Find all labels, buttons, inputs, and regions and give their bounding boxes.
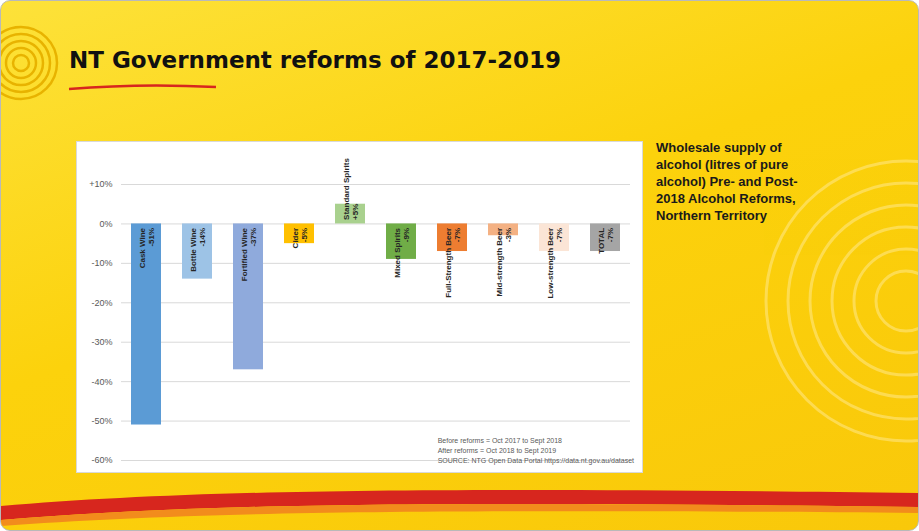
html-text:Before reforms = Oct 2017 to S: Before reforms = Oct 2017 to Sept 2018 (437, 437, 562, 444)
svg-text:-30%: -30% (91, 337, 112, 347)
svg-text:0%: 0% (99, 219, 112, 229)
html-text:Wholesale supply of alcohol (l: Wholesale supply of alcohol (litres of p… (656, 140, 798, 223)
html-text:After reforms = Oct 2018 to Se: After reforms = Oct 2018 to Sept 2019 (437, 447, 557, 454)
svg-text:TOTAL-7%: TOTAL-7% (597, 228, 615, 254)
svg-text:-60%: -60% (91, 455, 112, 465)
svg-text:Fortified Wine-37%: Fortified Wine-37% (240, 227, 258, 281)
svg-text:Full-Strength Beer-7%: Full-Strength Beer-7% (444, 228, 462, 298)
html-text:SOURCE: NTG Open Data Portal h: SOURCE: NTG Open Data Portal https://dat… (437, 457, 634, 464)
svg-text:Cask Wine-51%: Cask Wine-51% (138, 227, 156, 268)
svg-text:-20%: -20% (91, 298, 112, 308)
svg-text:-40%: -40% (91, 377, 112, 387)
html-text:NT Government reforms of 2017-: NT Government reforms of 2017-2019 (69, 47, 561, 73)
svg-text:-10%: -10% (91, 258, 112, 268)
svg-text:Low-strength Beer-7%: Low-strength Beer-7% (546, 228, 564, 299)
svg-text:+10%: +10% (89, 179, 112, 189)
svg-text:Cider-5%: Cider-5% (291, 228, 309, 248)
svg-text:-50%: -50% (91, 416, 112, 426)
svg-text:Bottle Wine-14%: Bottle Wine-14% (189, 227, 207, 271)
svg-text:Mixed Spirits-9%: Mixed Spirits-9% (393, 227, 411, 277)
svg-text:Mid-strength Beer-3%: Mid-strength Beer-3% (495, 228, 513, 296)
svg-text:Standard Spirits+5%: Standard Spirits+5% (342, 158, 360, 220)
